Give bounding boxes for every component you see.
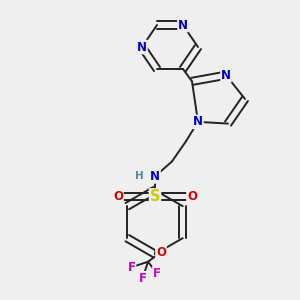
Text: N: N [137, 40, 147, 53]
Text: F: F [153, 267, 161, 280]
Text: H: H [135, 171, 144, 182]
Text: O: O [113, 190, 123, 203]
Text: O: O [187, 190, 197, 203]
Text: F: F [139, 272, 147, 285]
Text: N: N [150, 170, 160, 183]
Text: S: S [150, 189, 160, 204]
Text: N: N [178, 19, 188, 32]
Text: N: N [193, 115, 203, 128]
Text: O: O [156, 246, 166, 259]
Text: N: N [221, 69, 231, 82]
Text: F: F [128, 261, 136, 274]
